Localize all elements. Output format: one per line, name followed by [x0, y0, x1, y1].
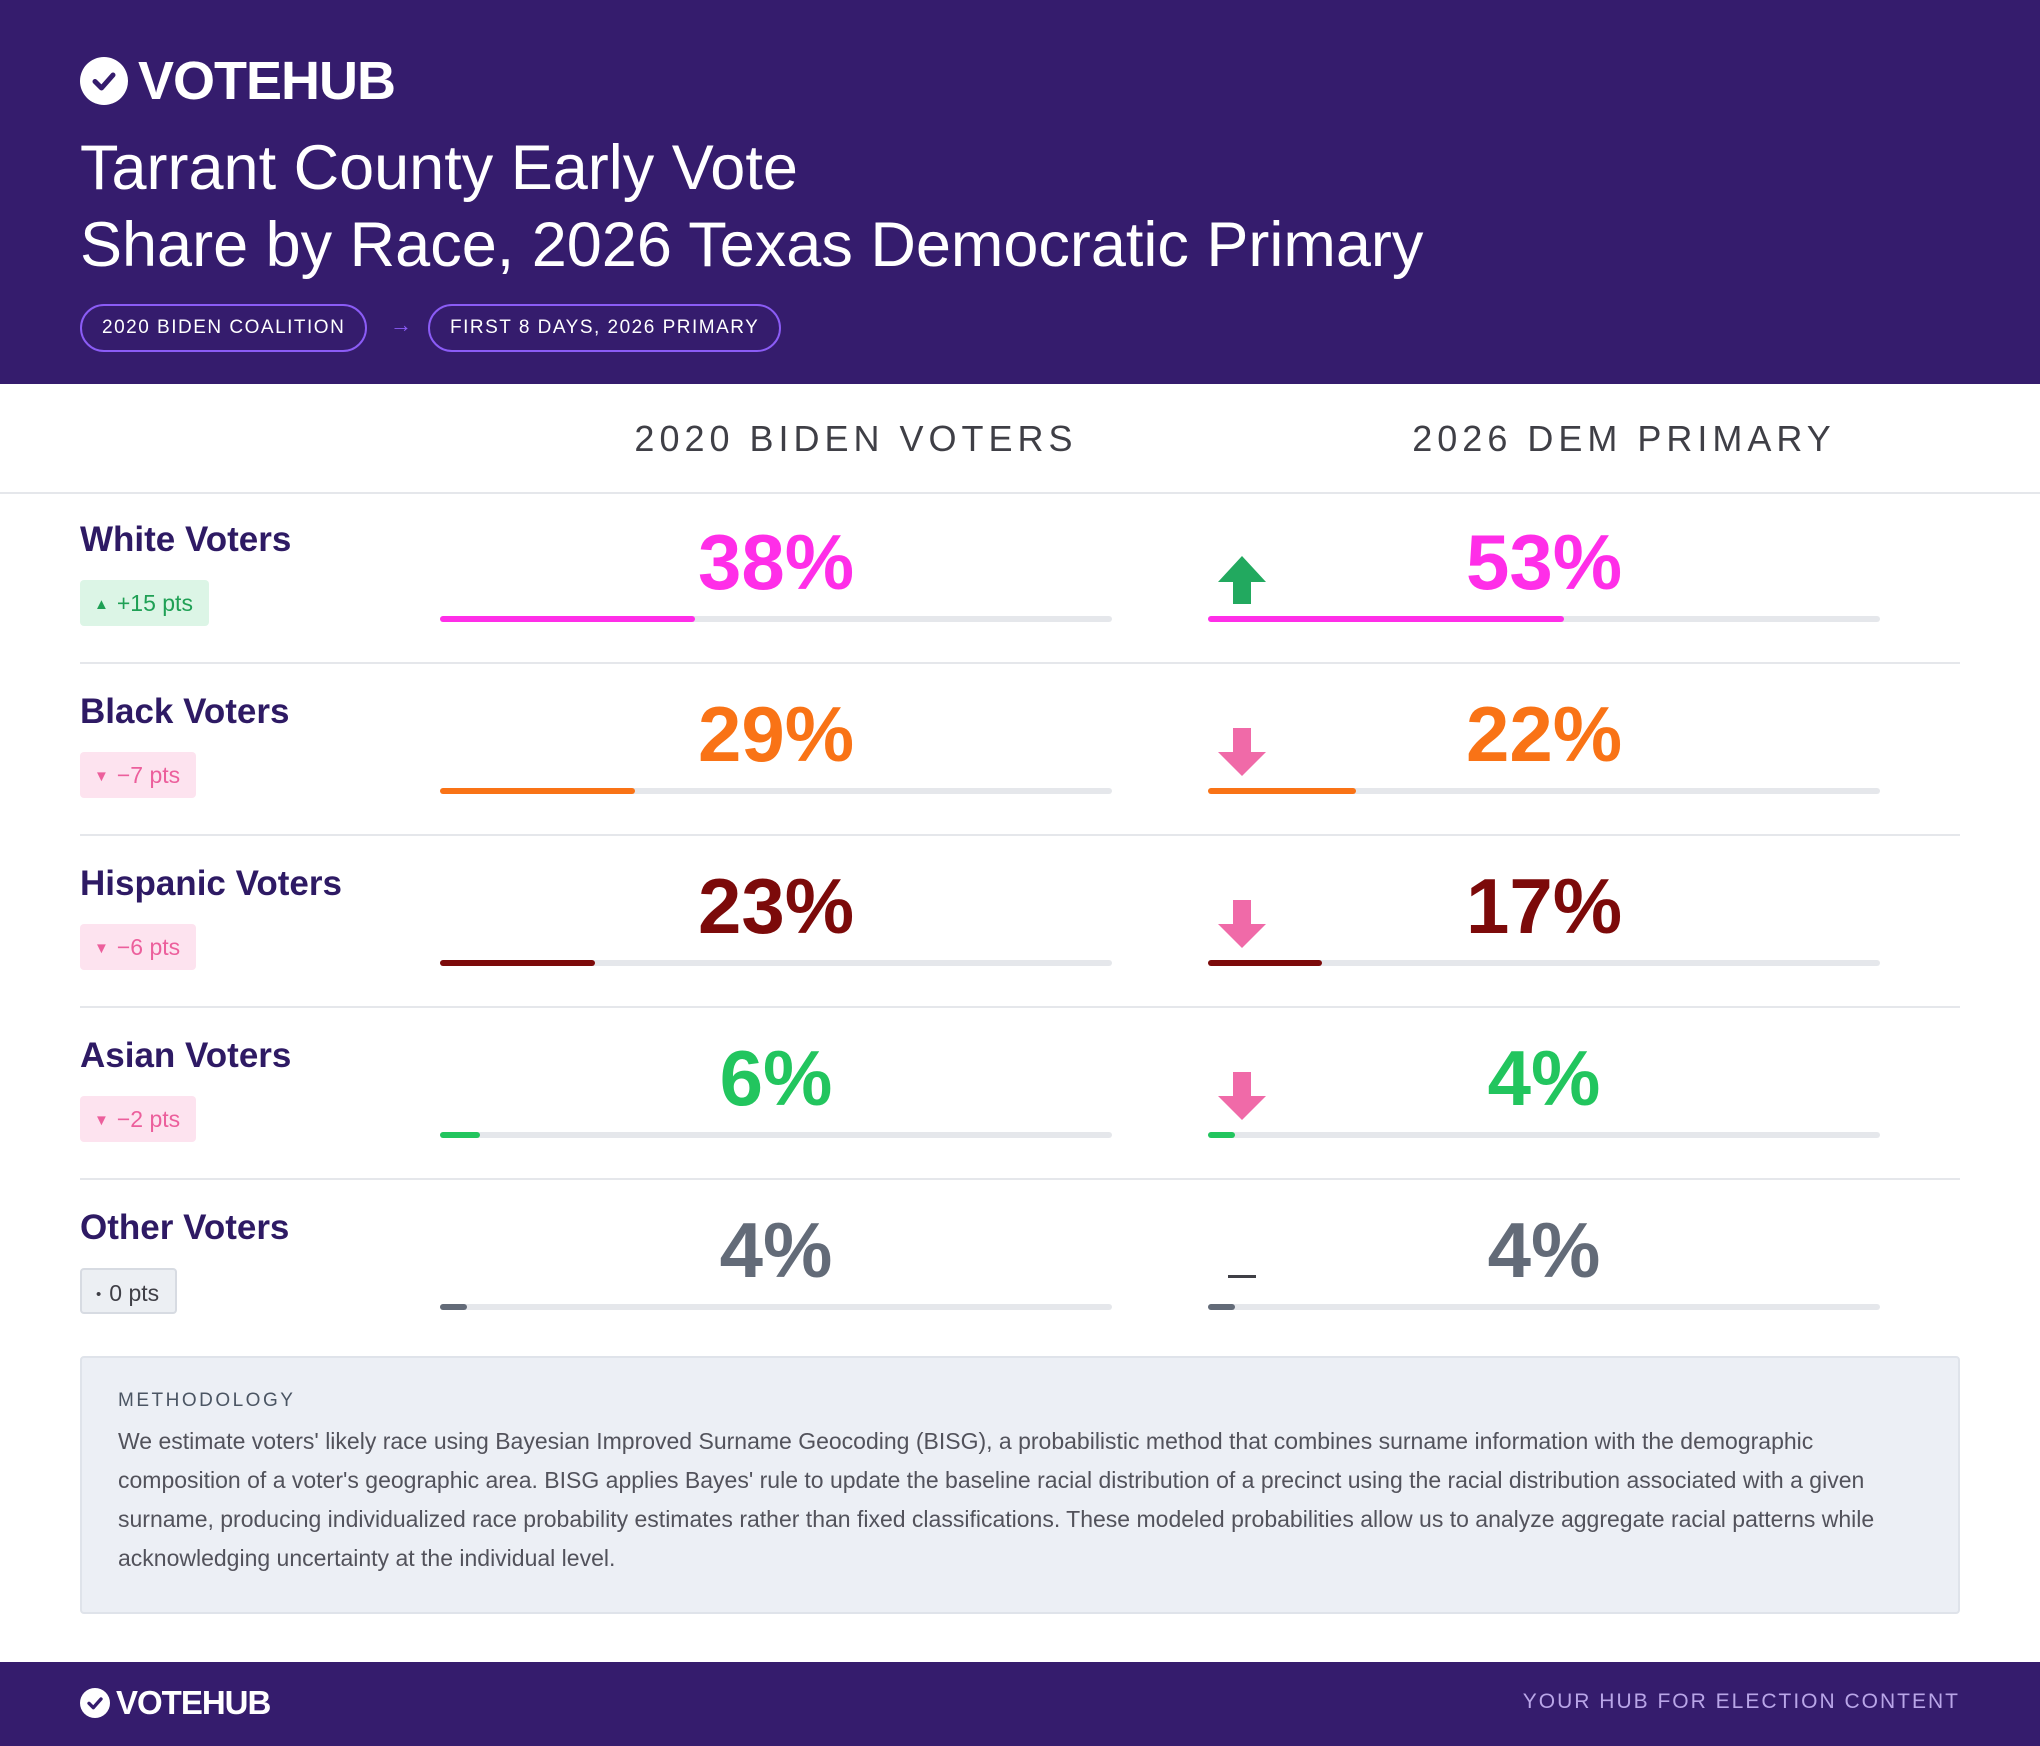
row-divider [80, 1006, 1960, 1008]
share-2026-bar [1208, 1304, 1235, 1310]
share-2026-value: 4% [1487, 1206, 1601, 1294]
brand-logo: VOTEHUB [80, 50, 396, 112]
share-2020-value: 29% [697, 690, 855, 778]
pill-2020-coalition: 2020 BIDEN COALITION [80, 304, 368, 352]
race-label: White Voters [80, 520, 292, 559]
share-2026-value: 4% [1487, 1034, 1601, 1122]
share-2026-bar-track [1208, 1132, 1880, 1138]
change-value: 0 pts [109, 1280, 160, 1306]
methodology-box: METHODOLOGY We estimate voters' likely r… [80, 1356, 1960, 1614]
share-2026-value: 22% [1465, 690, 1623, 778]
share-2020-bar-track [440, 788, 1112, 794]
share-2020-bar [440, 788, 635, 794]
change-value: +15 pts [116, 590, 193, 616]
share-2020-bar-track [440, 1304, 1112, 1310]
header: VOTEHUB Tarrant County Early Vote Share … [0, 0, 2040, 384]
arrow-down-icon [1218, 728, 1266, 776]
change-value: −7 pts [116, 762, 181, 788]
row-divider [80, 834, 1960, 836]
share-2026-bar [1208, 1132, 1235, 1138]
share-2020-bar-track [440, 960, 1112, 966]
share-2026-value: 17% [1465, 862, 1623, 950]
race-row: Hispanic Voters ▼ −6 pts 23% 17% [80, 836, 1960, 1008]
change-value: −6 pts [116, 934, 181, 960]
race-label: Asian Voters [80, 1036, 292, 1075]
checkmark-icon [80, 1688, 110, 1718]
pill-2026-primary: FIRST 8 DAYS, 2026 PRIMARY [428, 304, 782, 352]
race-label: Hispanic Voters [80, 864, 342, 903]
arrow-right-icon: → [390, 312, 412, 337]
arrow-up-icon [1218, 556, 1266, 604]
share-2026-bar-track [1208, 1304, 1880, 1310]
change-badge: ▼ −7 pts [80, 752, 197, 798]
share-2020-bar [440, 1304, 467, 1310]
race-row: White Voters ▲ +15 pts 38% 53% [80, 492, 1960, 664]
methodology-heading: METHODOLOGY [118, 1390, 296, 1411]
arrow-down-icon [1218, 1072, 1266, 1120]
share-2020-bar-track [440, 1132, 1112, 1138]
no-change-dash-icon [1228, 1275, 1256, 1278]
share-2026-bar [1208, 788, 1356, 794]
share-2026-bar [1208, 960, 1323, 966]
triangle-down-icon: ▼ [94, 768, 109, 785]
triangle-up-icon: ▲ [94, 596, 109, 613]
share-2020-value: 38% [697, 518, 855, 606]
share-2020-bar [440, 1132, 481, 1138]
row-divider [80, 1178, 1960, 1180]
share-2026-bar-track [1208, 788, 1880, 794]
change-value: −2 pts [116, 1106, 181, 1132]
race-row: Asian Voters ▼ −2 pts 6% 4% [80, 1008, 1960, 1180]
arrow-down-icon [1218, 900, 1266, 948]
change-badge: ▼ −6 pts [80, 924, 197, 970]
dot-icon: • [96, 1286, 102, 1303]
title-line-2: Share by Race, 2026 Texas Democratic Pri… [80, 210, 1424, 280]
page-title: Tarrant County Early Vote Share by Race,… [80, 130, 1423, 284]
change-badge: • 0 pts [80, 1268, 178, 1314]
race-label: Black Voters [80, 692, 290, 731]
column-header-2020: 2020 BIDEN VOTERS [634, 418, 1078, 459]
footer-tagline: YOUR HUB FOR ELECTION CONTENT [1522, 1690, 1960, 1713]
brand-name: VOTEHUB [138, 51, 396, 111]
race-row: Black Voters ▼ −7 pts 29% 22% [80, 664, 1960, 836]
race-label: Other Voters [80, 1208, 290, 1247]
share-2020-value: 4% [719, 1206, 833, 1294]
share-2020-value: 23% [697, 862, 855, 950]
share-2020-value: 6% [719, 1034, 833, 1122]
methodology-text: We estimate voters' likely race using Ba… [118, 1428, 1875, 1571]
column-header-2026: 2026 DEM PRIMARY [1412, 418, 1836, 459]
share-2026-bar-track [1208, 960, 1880, 966]
share-2020-bar-track [440, 616, 1112, 622]
footer-logo: VOTEHUB [80, 1684, 271, 1722]
footer-brand-name: VOTEHUB [116, 1684, 271, 1721]
triangle-down-icon: ▼ [94, 1112, 109, 1129]
checkmark-icon [80, 57, 128, 105]
change-badge: ▲ +15 pts [80, 580, 209, 626]
race-row: Other Voters • 0 pts 4% 4% [80, 1180, 1960, 1352]
footer: VOTEHUB YOUR HUB FOR ELECTION CONTENT [0, 1662, 2040, 1746]
share-2020-bar [440, 616, 696, 622]
share-2026-bar-track [1208, 616, 1880, 622]
title-line-1: Tarrant County Early Vote [80, 133, 798, 203]
row-divider [80, 662, 1960, 664]
share-2026-bar [1208, 616, 1565, 622]
share-2026-value: 53% [1465, 518, 1623, 606]
triangle-down-icon: ▼ [94, 940, 109, 957]
change-badge: ▼ −2 pts [80, 1096, 197, 1142]
share-2020-bar [440, 960, 595, 966]
header-divider [0, 492, 2040, 494]
